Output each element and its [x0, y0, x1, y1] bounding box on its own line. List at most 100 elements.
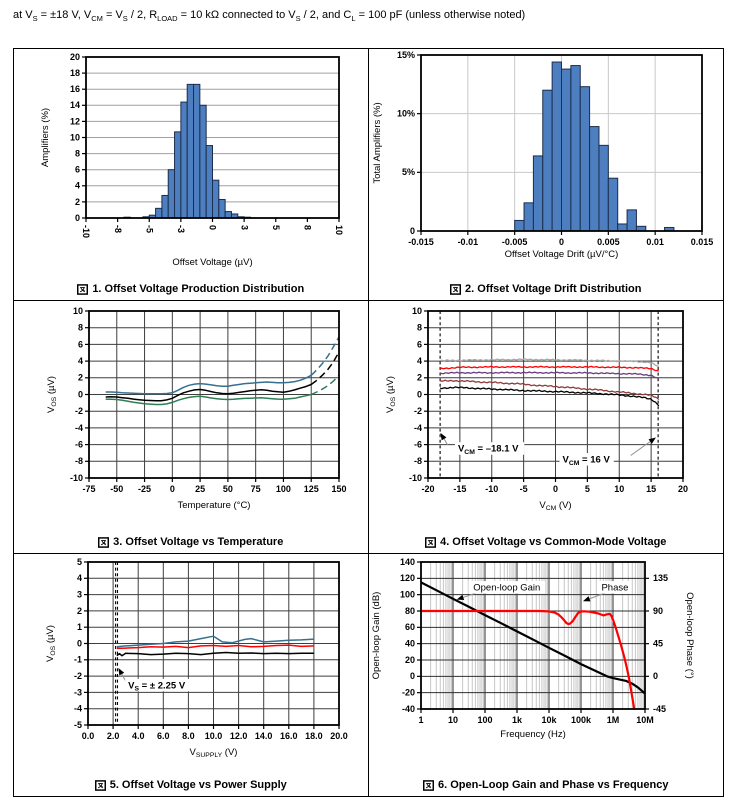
chart-offset-voltage-vs-common-mode: -20 -15 -10 -5 0 5 10 15 20-10-8-6-4-20246810VCM…	[385, 306, 688, 512]
svg-text:Open-loop Phase (°): Open-loop Phase (°)	[684, 592, 695, 679]
figure-3-cell: -75 -50 -25 0 25 50 75 100 125 150 -10 -8 -6 -4 -2 0 2 4 6…	[14, 301, 369, 554]
svg-text:100: 100	[276, 484, 291, 494]
chart-offset-voltage-distribution: -10 -8 -5 -3 0 3 5 8 10 0 2 4 6 8 10 12 14 16 18 20 Offset V…	[40, 52, 344, 268]
svg-text:-6: -6	[75, 439, 83, 449]
svg-text:0: 0	[208, 225, 218, 230]
svg-text:0.015: 0.015	[690, 237, 713, 247]
svg-text:-5: -5	[519, 484, 527, 494]
figure-1-caption-text: 1. Offset Voltage Production Distributio…	[92, 283, 305, 295]
svg-text:Frequency (Hz): Frequency (Hz)	[500, 729, 565, 740]
svg-text:25: 25	[195, 484, 205, 494]
svg-text:6.0: 6.0	[157, 731, 170, 741]
svg-text:-4: -4	[75, 423, 83, 433]
svg-text:60: 60	[404, 622, 414, 632]
figure-mark-icon	[94, 779, 106, 791]
svg-text:5%: 5%	[401, 167, 414, 177]
svg-text:VOS (µV): VOS (µV)	[385, 376, 397, 413]
svg-text:0: 0	[170, 484, 175, 494]
figure-2-caption: 2. Offset Voltage Drift Distribution	[369, 283, 724, 295]
svg-text:4: 4	[75, 181, 80, 191]
svg-text:VCM = –18.1 V: VCM = –18.1 V	[457, 444, 518, 456]
chart-offset-voltage-vs-power-supply: 0.0 2.0 4.0 6.0 8.0 10.0 12.0 14.0 16.0 18.0 20.0 -…	[45, 557, 348, 759]
svg-text:10: 10	[70, 132, 80, 142]
svg-text:0.01: 0.01	[646, 237, 664, 247]
svg-text:10M: 10M	[636, 715, 654, 725]
svg-text:8: 8	[75, 148, 80, 158]
svg-text:0: 0	[558, 237, 563, 247]
svg-text:-75: -75	[82, 484, 95, 494]
svg-text:80: 80	[404, 606, 414, 616]
svg-text:-25: -25	[138, 484, 151, 494]
svg-text:0.005: 0.005	[597, 237, 620, 247]
figure-4-cell: -20 -15 -10 -5 0 5 10 15 20 -10 -8 -6 -4 -2 0 2 4 6 8 10 VCM…	[368, 301, 724, 554]
svg-text:0: 0	[416, 389, 421, 399]
svg-text:0: 0	[409, 671, 414, 681]
svg-text:40: 40	[404, 639, 414, 649]
svg-text:20: 20	[70, 52, 80, 62]
svg-text:Total Amplifiers (%): Total Amplifiers (%)	[372, 102, 383, 183]
chart-offset-voltage-vs-temperature: -75 -50 -25 0 25 50 75 100 125 150 -10 -8 -6 -4 -2 0 2 4 6…	[46, 306, 347, 511]
svg-text:Offset Voltage Drift (µV/°C): Offset Voltage Drift (µV/°C)	[504, 249, 618, 260]
svg-text:45: 45	[653, 639, 663, 649]
svg-text:20: 20	[404, 655, 414, 665]
figure-4-caption: 4. Offset Voltage vs Common-Mode Voltage	[369, 536, 724, 548]
svg-text:8: 8	[416, 323, 421, 333]
svg-text:VS = ± 2.25 V: VS = ± 2.25 V	[128, 680, 186, 692]
svg-text:0: 0	[78, 389, 83, 399]
svg-text:20.0: 20.0	[330, 731, 348, 741]
svg-text:-0.01: -0.01	[457, 237, 478, 247]
svg-text:2: 2	[75, 197, 80, 207]
svg-text:4.0: 4.0	[132, 731, 145, 741]
svg-text:100k: 100k	[570, 715, 591, 725]
svg-text:0: 0	[77, 638, 82, 648]
figure-1-cell: -10 -8 -5 -3 0 3 5 8 10 0 2 4 6 8 10 12 14 16 18 20 Offset V…	[14, 49, 369, 301]
svg-text:12: 12	[70, 116, 80, 126]
svg-text:18.0: 18.0	[305, 731, 323, 741]
svg-text:1: 1	[77, 622, 82, 632]
svg-text:-8: -8	[113, 225, 123, 233]
svg-text:4: 4	[416, 356, 421, 366]
svg-text:Phase: Phase	[601, 583, 628, 594]
figure-5-caption-text: 5. Offset Voltage vs Power Supply	[109, 779, 287, 791]
figure-mark-icon	[77, 283, 89, 295]
svg-text:10: 10	[73, 306, 83, 316]
svg-text:-0.005: -0.005	[501, 237, 527, 247]
svg-text:16.0: 16.0	[280, 731, 298, 741]
svg-text:5: 5	[584, 484, 589, 494]
svg-text:12.0: 12.0	[230, 731, 248, 741]
svg-text:5: 5	[77, 557, 82, 567]
svg-text:100: 100	[399, 590, 414, 600]
svg-text:-0.015: -0.015	[408, 237, 434, 247]
svg-text:10.0: 10.0	[205, 731, 223, 741]
svg-text:-1: -1	[74, 655, 82, 665]
svg-text:8: 8	[78, 323, 83, 333]
svg-text:2.0: 2.0	[107, 731, 120, 741]
svg-text:14: 14	[70, 100, 80, 110]
svg-text:-5: -5	[144, 225, 154, 233]
svg-text:150: 150	[331, 484, 346, 494]
figure-5-caption: 5. Offset Voltage vs Power Supply	[14, 779, 368, 791]
svg-text:10: 10	[447, 715, 457, 725]
svg-text:1: 1	[418, 715, 423, 725]
svg-text:-10: -10	[81, 225, 91, 238]
chart-offset-voltage-drift-distribution: -0.015 -0.01 -0.005 0 0.005 0.01 0.015 0 5% 10% 15…	[372, 50, 713, 260]
figure-mark-icon	[450, 283, 462, 295]
svg-text:20: 20	[677, 484, 687, 494]
svg-text:VCM (V): VCM (V)	[539, 500, 571, 512]
svg-text:15: 15	[646, 484, 656, 494]
svg-text:0: 0	[75, 213, 80, 223]
svg-text:0: 0	[552, 484, 557, 494]
svg-text:50: 50	[223, 484, 233, 494]
svg-text:Open-loop Gain (dB): Open-loop Gain (dB)	[371, 592, 382, 680]
svg-text:VSUPPLY (V): VSUPPLY (V)	[190, 747, 238, 759]
svg-text:8.0: 8.0	[182, 731, 195, 741]
svg-text:10: 10	[411, 306, 421, 316]
svg-text:3: 3	[77, 589, 82, 599]
svg-text:Temperature (°C): Temperature (°C)	[178, 500, 251, 511]
chart-open-loop-gain-phase: 1 10 100 1k 10k 100k 1M 10M -40 -20 0 20 40 60 80 100 12…	[371, 557, 695, 740]
svg-text:125: 125	[304, 484, 319, 494]
svg-text:-4: -4	[413, 423, 421, 433]
svg-text:100: 100	[477, 715, 492, 725]
svg-text:-6: -6	[413, 439, 421, 449]
conditions-note: at VS = ±18 V, VCM = VS / 2, RLOAD = 10 …	[13, 9, 526, 24]
